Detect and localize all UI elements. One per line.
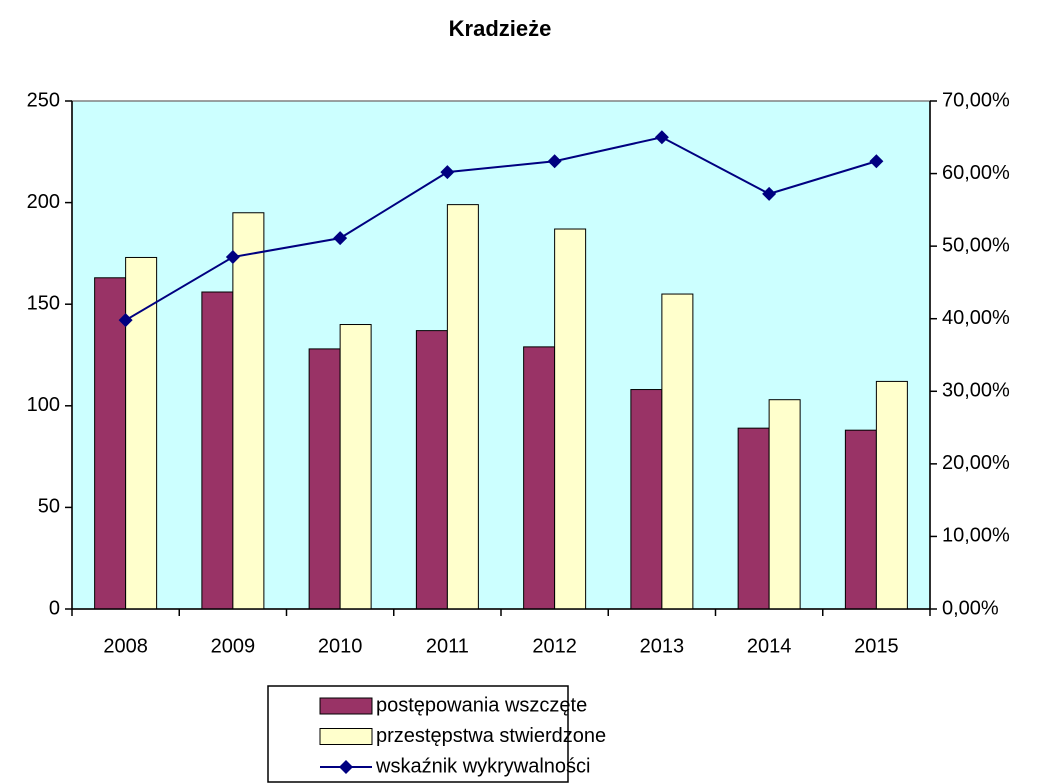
bar	[523, 346, 556, 610]
x-tick-label: 2012	[532, 635, 577, 657]
line-marker	[225, 250, 240, 265]
y2-tick-label: 40,00%	[942, 307, 1010, 329]
line-marker	[547, 154, 562, 169]
legend-marker	[339, 760, 353, 774]
bar	[875, 380, 908, 610]
y-tick-label: 150	[27, 292, 60, 314]
legend-swatch	[319, 728, 373, 745]
y2-tick-label: 50,00%	[942, 234, 1010, 256]
bar	[630, 389, 663, 610]
line-marker	[440, 165, 455, 180]
legend-label: przestępstwa stwierdzone	[376, 725, 606, 747]
bar	[201, 291, 234, 610]
bar	[554, 228, 587, 610]
y2-tick-label: 20,00%	[942, 452, 1010, 474]
y2-tick-label: 60,00%	[942, 162, 1010, 184]
x-tick-label: 2015	[854, 635, 899, 657]
bar	[661, 293, 694, 610]
y-tick-label: 0	[49, 597, 60, 619]
legend-box	[267, 685, 569, 783]
bar	[768, 399, 801, 610]
x-tick-label: 2008	[103, 635, 148, 657]
line-series	[125, 136, 877, 322]
line-marker	[654, 130, 669, 145]
plot-area	[71, 100, 931, 610]
y2-tick-label: 70,00%	[942, 89, 1010, 111]
y-tick-label: 250	[27, 89, 60, 111]
chart-title: Kradzieże	[449, 16, 552, 41]
bar	[339, 324, 372, 610]
bar	[94, 277, 127, 610]
legend-label: wskaźnik wykrywalności	[375, 755, 591, 777]
y2-tick-label: 30,00%	[942, 380, 1010, 402]
x-tick-label: 2014	[747, 635, 792, 657]
line-marker	[762, 186, 777, 201]
legend-swatch	[319, 697, 373, 715]
line-marker	[869, 154, 884, 169]
x-tick-label: 2011	[426, 635, 469, 657]
line-marker	[118, 313, 133, 328]
legend-label: postępowania wszczęte	[376, 694, 587, 716]
y-tick-label: 50	[38, 496, 60, 518]
bar	[844, 429, 877, 610]
y2-tick-label: 0,00%	[942, 597, 999, 619]
x-tick-label: 2010	[318, 635, 363, 657]
bar	[446, 204, 479, 610]
bar	[415, 330, 448, 610]
x-tick-label: 2013	[640, 635, 685, 657]
bar	[737, 427, 770, 610]
bar	[232, 212, 265, 610]
y-tick-label: 200	[27, 191, 60, 213]
x-tick-label: 2009	[211, 635, 256, 657]
bar	[308, 348, 341, 610]
y2-tick-label: 10,00%	[942, 525, 1010, 547]
y-tick-label: 100	[27, 394, 60, 416]
line-marker	[333, 231, 348, 246]
